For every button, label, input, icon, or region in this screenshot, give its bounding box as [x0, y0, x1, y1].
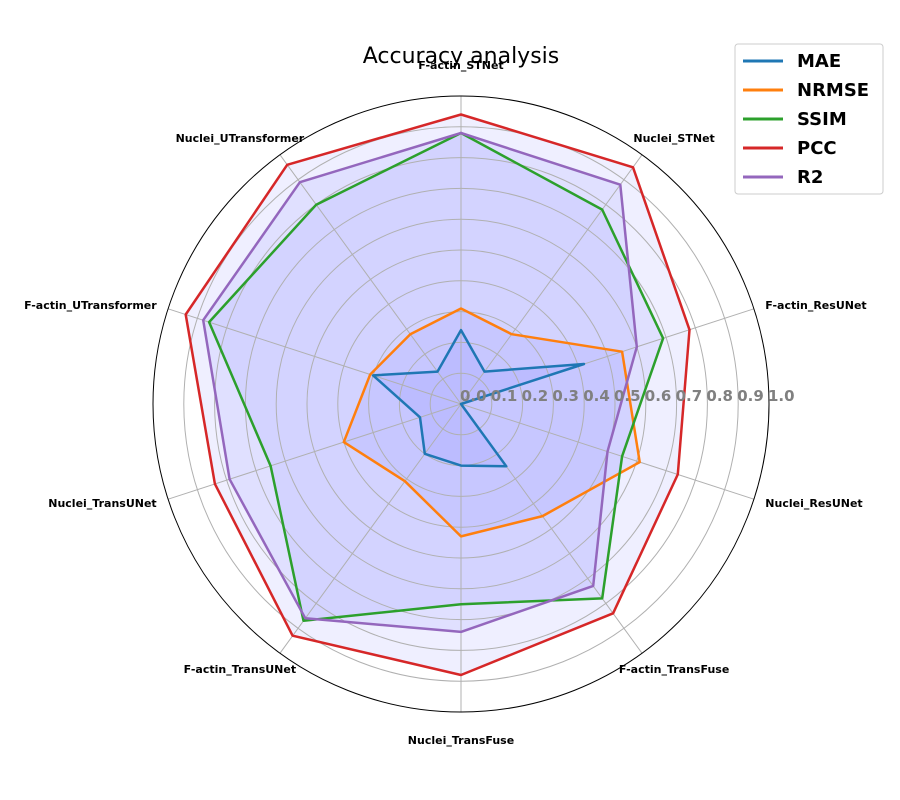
category-label: F-actin_UTransformer	[24, 299, 157, 312]
legend-label-pcc: PCC	[797, 138, 837, 159]
radial-tick-labels: 0.0 0.1 0.2 0.3 0.4 0.5 0.6 0.7 0.8 0.9 1.0	[460, 387, 795, 405]
grid-spoke	[167, 308, 462, 405]
category-label: F-actin_ResUNet	[765, 299, 866, 312]
legend: MAE NRMSE SSIM PCC R2	[734, 43, 884, 195]
grid-spoke	[279, 403, 462, 654]
outer-frame	[152, 95, 770, 713]
radial-tick-label: 0.2	[522, 387, 549, 405]
legend-label-mae: MAE	[797, 51, 841, 72]
radial-tick-label: 0.3	[552, 387, 579, 405]
chart-title: Accuracy analysis	[363, 44, 560, 69]
series-line-nrmse	[342, 307, 641, 538]
filled-area-layer	[185, 114, 690, 675]
radial-tick-label: 0.9	[737, 387, 764, 405]
category-label: Nuclei_UTransformer	[176, 132, 305, 145]
legend-frame	[734, 43, 884, 195]
radial-tick-label: 0.1	[491, 387, 518, 405]
legend-label-ssim: SSIM	[797, 109, 847, 130]
radial-tick-label: 0.6	[645, 387, 672, 405]
radial-tick-label: 0.8	[706, 387, 733, 405]
category-label: F-actin_STNet	[418, 59, 503, 72]
category-label: F-actin_TransUNet	[184, 663, 296, 676]
category-label: Nuclei_TransFuse	[408, 734, 514, 747]
series-line-ssim	[207, 131, 665, 623]
radial-tick-label: 0.7	[676, 387, 703, 405]
series-line-pcc	[184, 113, 691, 677]
legend-label-r2: R2	[797, 167, 823, 188]
grid-spoke	[167, 403, 462, 500]
area-pcc	[185, 114, 690, 675]
radial-tick-label: 0.0	[460, 387, 487, 405]
radial-tick-label: 0.4	[583, 387, 610, 405]
radial-tick-label: 0.5	[614, 387, 641, 405]
category-label: Nuclei_STNet	[633, 132, 714, 145]
legend-label-nrmse: NRMSE	[797, 80, 869, 101]
grid-spoke	[279, 154, 462, 405]
grid-spoke	[460, 154, 643, 405]
series-layer	[184, 113, 691, 677]
radial-tick-label: 1.0	[768, 387, 795, 405]
category-label: Nuclei_ResUNet	[765, 497, 862, 510]
category-labels: F-actin_STNet Nuclei_STNet F-actin_ResUNet…	[24, 59, 867, 747]
series-line-mae	[371, 328, 586, 468]
area-ssim	[209, 133, 664, 621]
series-line-r2	[201, 131, 639, 634]
category-label: Nuclei_TransUNet	[48, 497, 156, 510]
category-label: F-actin_TransFuse	[619, 663, 729, 676]
